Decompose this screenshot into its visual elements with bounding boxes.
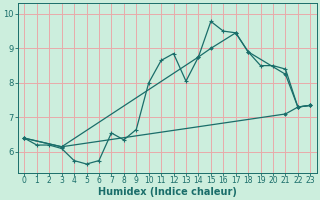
X-axis label: Humidex (Indice chaleur): Humidex (Indice chaleur) xyxy=(98,187,237,197)
